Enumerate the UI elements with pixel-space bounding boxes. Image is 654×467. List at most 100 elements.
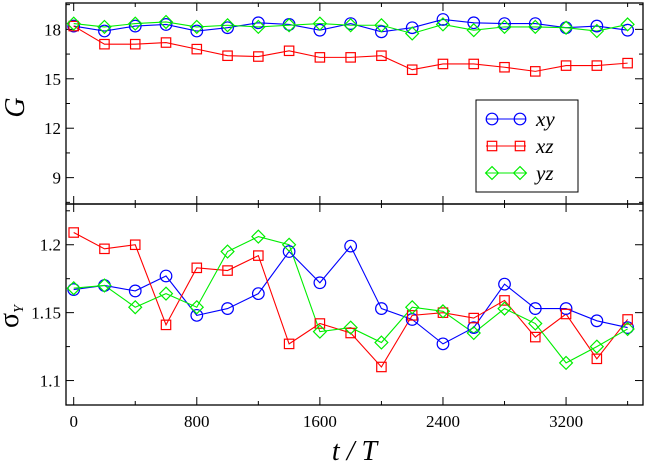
bottom-point-xy	[344, 239, 358, 253]
top-point-xz	[499, 61, 510, 73]
legend-marker-xz	[486, 140, 498, 152]
top-y-tick-label: 12	[44, 119, 61, 138]
top-point-yz	[466, 22, 481, 38]
top-point-xy	[405, 21, 419, 35]
top-point-xz	[345, 52, 356, 63]
top-point-xz	[283, 45, 295, 57]
top-point-yz	[66, 16, 81, 31]
bottom-point-yz	[312, 324, 328, 339]
top-point-xz	[253, 51, 264, 62]
bottom-point-yz	[558, 355, 574, 371]
top-point-xy	[436, 13, 450, 26]
top-point-xy	[313, 23, 327, 37]
top-point-xz	[376, 50, 387, 62]
top-point-yz	[127, 16, 143, 31]
top-point-yz	[528, 19, 543, 35]
bottom-point-xz	[68, 227, 79, 238]
bottom-point-yz	[189, 299, 205, 315]
x-tick-label: 2400	[426, 412, 460, 431]
top-point-yz	[97, 19, 112, 35]
top-point-xz	[160, 37, 172, 48]
bottom-point-xy	[590, 314, 604, 328]
bottom-point-yz	[435, 304, 451, 319]
top-point-xy	[128, 19, 142, 33]
bottom-point-yz	[497, 301, 512, 316]
bottom-point-yz	[466, 325, 481, 341]
top-point-yz	[374, 17, 389, 33]
bottom-point-xz	[560, 308, 572, 320]
top-point-yz	[189, 19, 205, 35]
bottom-point-xy	[221, 302, 234, 315]
top-point-xy	[621, 23, 635, 37]
top-point-xz	[468, 58, 480, 70]
legend-label-xy: xy	[535, 107, 555, 131]
bottom-y-axis-title: σY	[0, 303, 27, 328]
top-point-xz	[560, 60, 572, 71]
top-point-xy	[221, 21, 234, 35]
top-point-yz	[312, 16, 328, 31]
bottom-point-xy	[282, 245, 296, 258]
bottom-point-xz	[253, 250, 264, 261]
legend-label-yz: yz	[534, 161, 554, 185]
top-point-xy	[375, 25, 388, 39]
bottom-point-xy	[436, 337, 450, 351]
legend-marker-yz	[484, 165, 500, 181]
bottom-point-yz	[251, 229, 266, 244]
bottom-point-xy	[498, 277, 511, 291]
bottom-point-yz	[404, 299, 420, 315]
bottom-point-xz	[160, 319, 172, 331]
top-point-xy	[590, 19, 604, 33]
y-axis-title-subscript: Y	[12, 303, 27, 313]
bottom-point-xy	[375, 302, 388, 315]
bottom-point-xz	[129, 239, 141, 251]
bottom-point-yz	[220, 244, 235, 259]
top-series-line-xy	[73, 18, 628, 33]
top-point-xz	[622, 57, 633, 69]
top-series-line-xz	[73, 25, 628, 72]
bottom-point-xz	[591, 353, 603, 365]
top-point-yz	[251, 19, 266, 35]
top-point-xy	[67, 19, 81, 33]
bottom-point-xz	[499, 295, 510, 306]
bottom-point-xz	[376, 361, 387, 373]
top-point-yz	[220, 17, 235, 33]
bottom-point-yz	[528, 316, 543, 331]
top-y-tick-label: 15	[44, 70, 61, 89]
bottom-point-yz	[620, 321, 635, 337]
top-point-xz	[99, 38, 110, 50]
bottom-point-yz	[281, 237, 297, 252]
bottom-point-xz	[222, 265, 233, 276]
x-tick-label: 1600	[303, 412, 337, 431]
top-point-yz	[620, 17, 635, 32]
bottom-point-yz	[127, 299, 143, 315]
x-tick-label: 3200	[549, 412, 583, 431]
top-point-yz	[589, 23, 605, 39]
top-point-xz	[191, 43, 203, 55]
bottom-point-xy	[467, 321, 481, 334]
bottom-y-tick-label: 1.2	[40, 236, 61, 255]
bottom-point-xy	[128, 284, 142, 298]
bottom-point-xy	[159, 269, 173, 283]
top-point-xy	[467, 16, 481, 30]
top-point-yz	[281, 17, 297, 33]
legend-marker-xy	[513, 112, 527, 126]
top-point-xy	[190, 24, 204, 38]
top-point-xy	[98, 24, 111, 38]
legend-marker-xy	[485, 112, 499, 126]
legend-marker-xz	[514, 140, 526, 152]
top-y-tick-label: 9	[53, 169, 62, 188]
top-point-xz	[406, 64, 418, 76]
x-tick-label: 800	[184, 412, 210, 431]
top-point-xy	[159, 18, 173, 31]
y-axis-title-symbol: σ	[0, 313, 25, 328]
top-y-axis-title: G	[0, 97, 31, 117]
bottom-series-line-xz	[73, 232, 629, 368]
bottom-point-xy	[251, 287, 265, 301]
bottom-point-yz	[66, 280, 81, 296]
bottom-point-xz	[283, 338, 295, 350]
top-point-xz	[314, 52, 326, 63]
bottom-point-xz	[529, 331, 541, 343]
bottom-point-xz	[622, 314, 633, 325]
bottom-point-xz	[191, 262, 203, 274]
